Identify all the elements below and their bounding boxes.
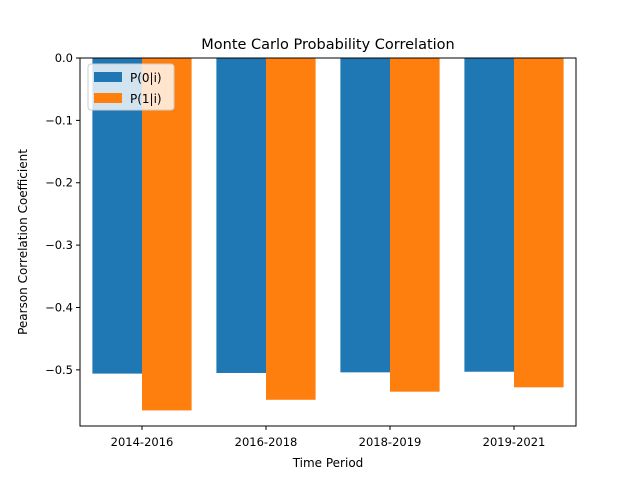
x-tick-label: 2014-2016 — [111, 435, 174, 449]
x-tick-label: 2018-2019 — [359, 435, 422, 449]
bar-p1-2014-2016 — [142, 58, 192, 411]
legend-swatch — [94, 93, 122, 103]
bar-p1-2016-2018 — [266, 58, 316, 400]
plot-frame — [79, 57, 577, 427]
y-axis-label: Pearson Correlation Coefficient — [16, 149, 30, 335]
chart-title: Monte Carlo Probability Correlation — [201, 37, 454, 53]
legend-swatch — [94, 72, 122, 82]
y-tick-label: −0.2 — [45, 176, 73, 190]
legend-label: P(0|i) — [130, 71, 162, 85]
legend-label: P(1|i) — [130, 92, 162, 106]
legend: P(0|i) P(1|i) — [87, 63, 175, 111]
x-tick-label: 2016-2018 — [235, 435, 298, 449]
bars-layer — [92, 58, 564, 411]
bar-p1-2019-2021 — [514, 58, 564, 388]
y-tick-label: −0.1 — [45, 113, 73, 127]
y-tick-label: −0.4 — [45, 300, 73, 314]
x-axis: 2014-2016 2016-2018 2018-2019 2019-2021 — [111, 426, 546, 449]
bar-p0-2018-2019 — [340, 58, 390, 373]
y-tick-label: −0.3 — [45, 238, 73, 252]
y-tick-label: −0.5 — [45, 363, 73, 377]
y-tick-label: 0.0 — [55, 51, 73, 65]
y-axis: 0.0 −0.1 −0.2 −0.3 −0.4 −0.5 — [45, 51, 80, 377]
x-tick-label: 2019-2021 — [483, 435, 546, 449]
bar-p0-2014-2016 — [92, 58, 142, 374]
bar-p0-2019-2021 — [464, 58, 514, 372]
bar-p1-2018-2019 — [390, 58, 440, 392]
x-axis-label: Time Period — [292, 456, 364, 470]
bar-p0-2016-2018 — [216, 58, 266, 373]
